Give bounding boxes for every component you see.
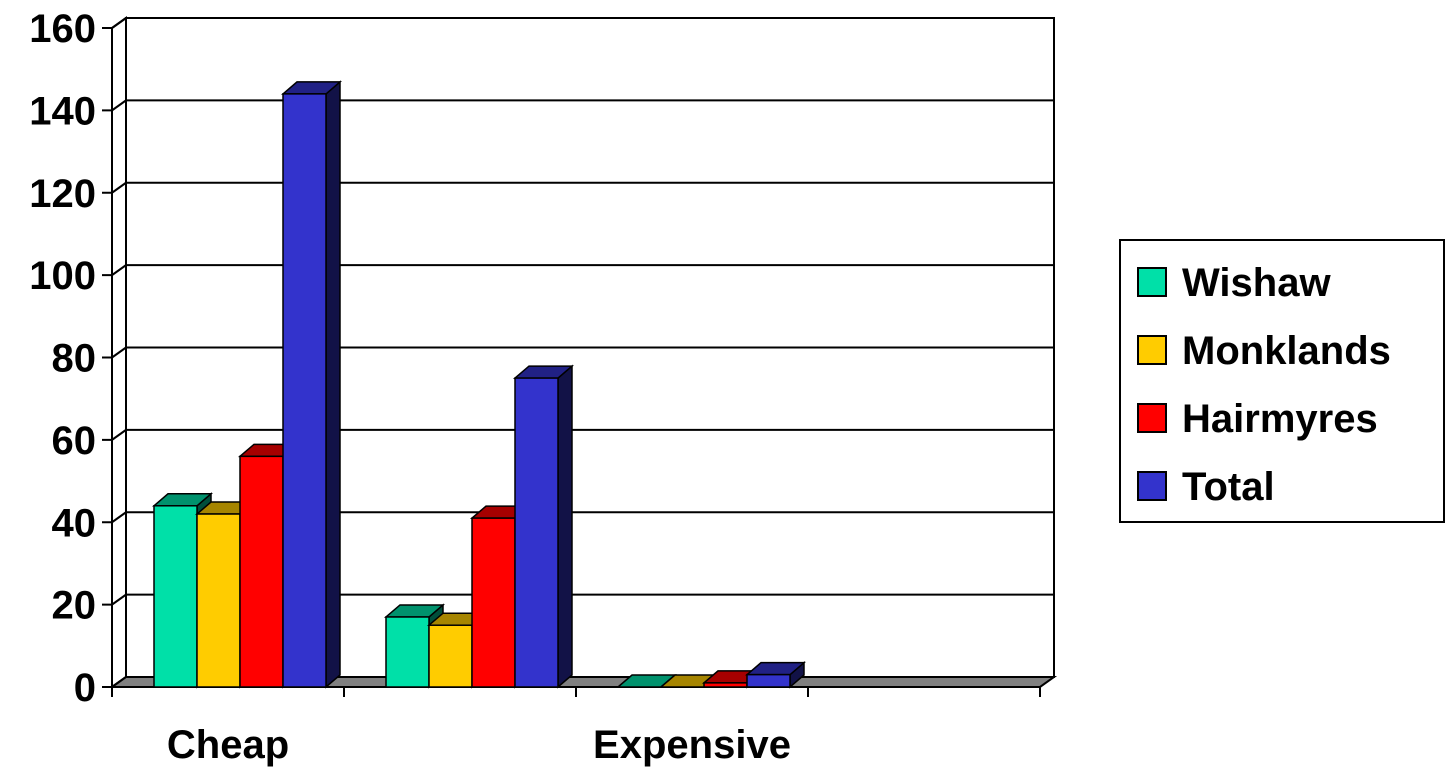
y-tick-label: 100: [29, 254, 96, 298]
bar-front: [282, 93, 327, 688]
bars: [151, 80, 807, 689]
side-wall-line: [111, 346, 127, 359]
side-wall-line: [111, 181, 127, 194]
bar-front: [428, 624, 473, 688]
bar-front: [514, 377, 559, 688]
side-wall-line: [111, 511, 127, 524]
bar-total-1: [512, 364, 575, 689]
y-tick-label: 40: [52, 501, 97, 545]
y-tick-label: 160: [29, 7, 96, 51]
y-tick-label: 60: [52, 419, 97, 463]
x-category-label: Expensive: [593, 723, 791, 767]
side-wall-line: [111, 429, 127, 441]
y-tick-label: 20: [52, 584, 97, 628]
bar-front: [153, 505, 198, 688]
legend-swatch: [1137, 471, 1167, 501]
bar-front: [746, 673, 791, 688]
bar-front: [703, 682, 748, 688]
side-wall-line: [111, 593, 127, 606]
legend-label: Total: [1182, 465, 1275, 509]
legend-label: Wishaw: [1182, 261, 1331, 305]
legend-swatch: [1137, 403, 1167, 433]
legend-box: [1119, 239, 1445, 523]
side-wall-line: [111, 264, 127, 276]
legend-swatch: [1137, 267, 1167, 297]
legend-swatch: [1137, 335, 1167, 365]
y-tick-label: 0: [74, 666, 96, 710]
bar-front: [196, 513, 241, 688]
bar-front: [471, 517, 516, 688]
legend: Wishaw Monklands Hairmyres Total: [1119, 239, 1445, 523]
y-tick-label: 80: [52, 337, 97, 381]
bar-front: [385, 616, 430, 688]
y-tick-label: 120: [29, 172, 96, 216]
bar-total-0: [280, 80, 343, 689]
legend-label: Monklands: [1182, 329, 1391, 373]
bar-side: [325, 80, 341, 689]
y-tick-label: 140: [29, 89, 96, 133]
labels: 0 20 40 60 80 100 120 140 160 Cheap Expensive: [29, 7, 791, 767]
bar-side: [557, 364, 573, 689]
legend-label: Hairmyres: [1182, 397, 1378, 441]
x-category-label: Cheap: [167, 723, 289, 767]
side-wall-line: [111, 99, 127, 112]
bar-front: [239, 455, 284, 688]
bar-total-2: [744, 661, 807, 689]
